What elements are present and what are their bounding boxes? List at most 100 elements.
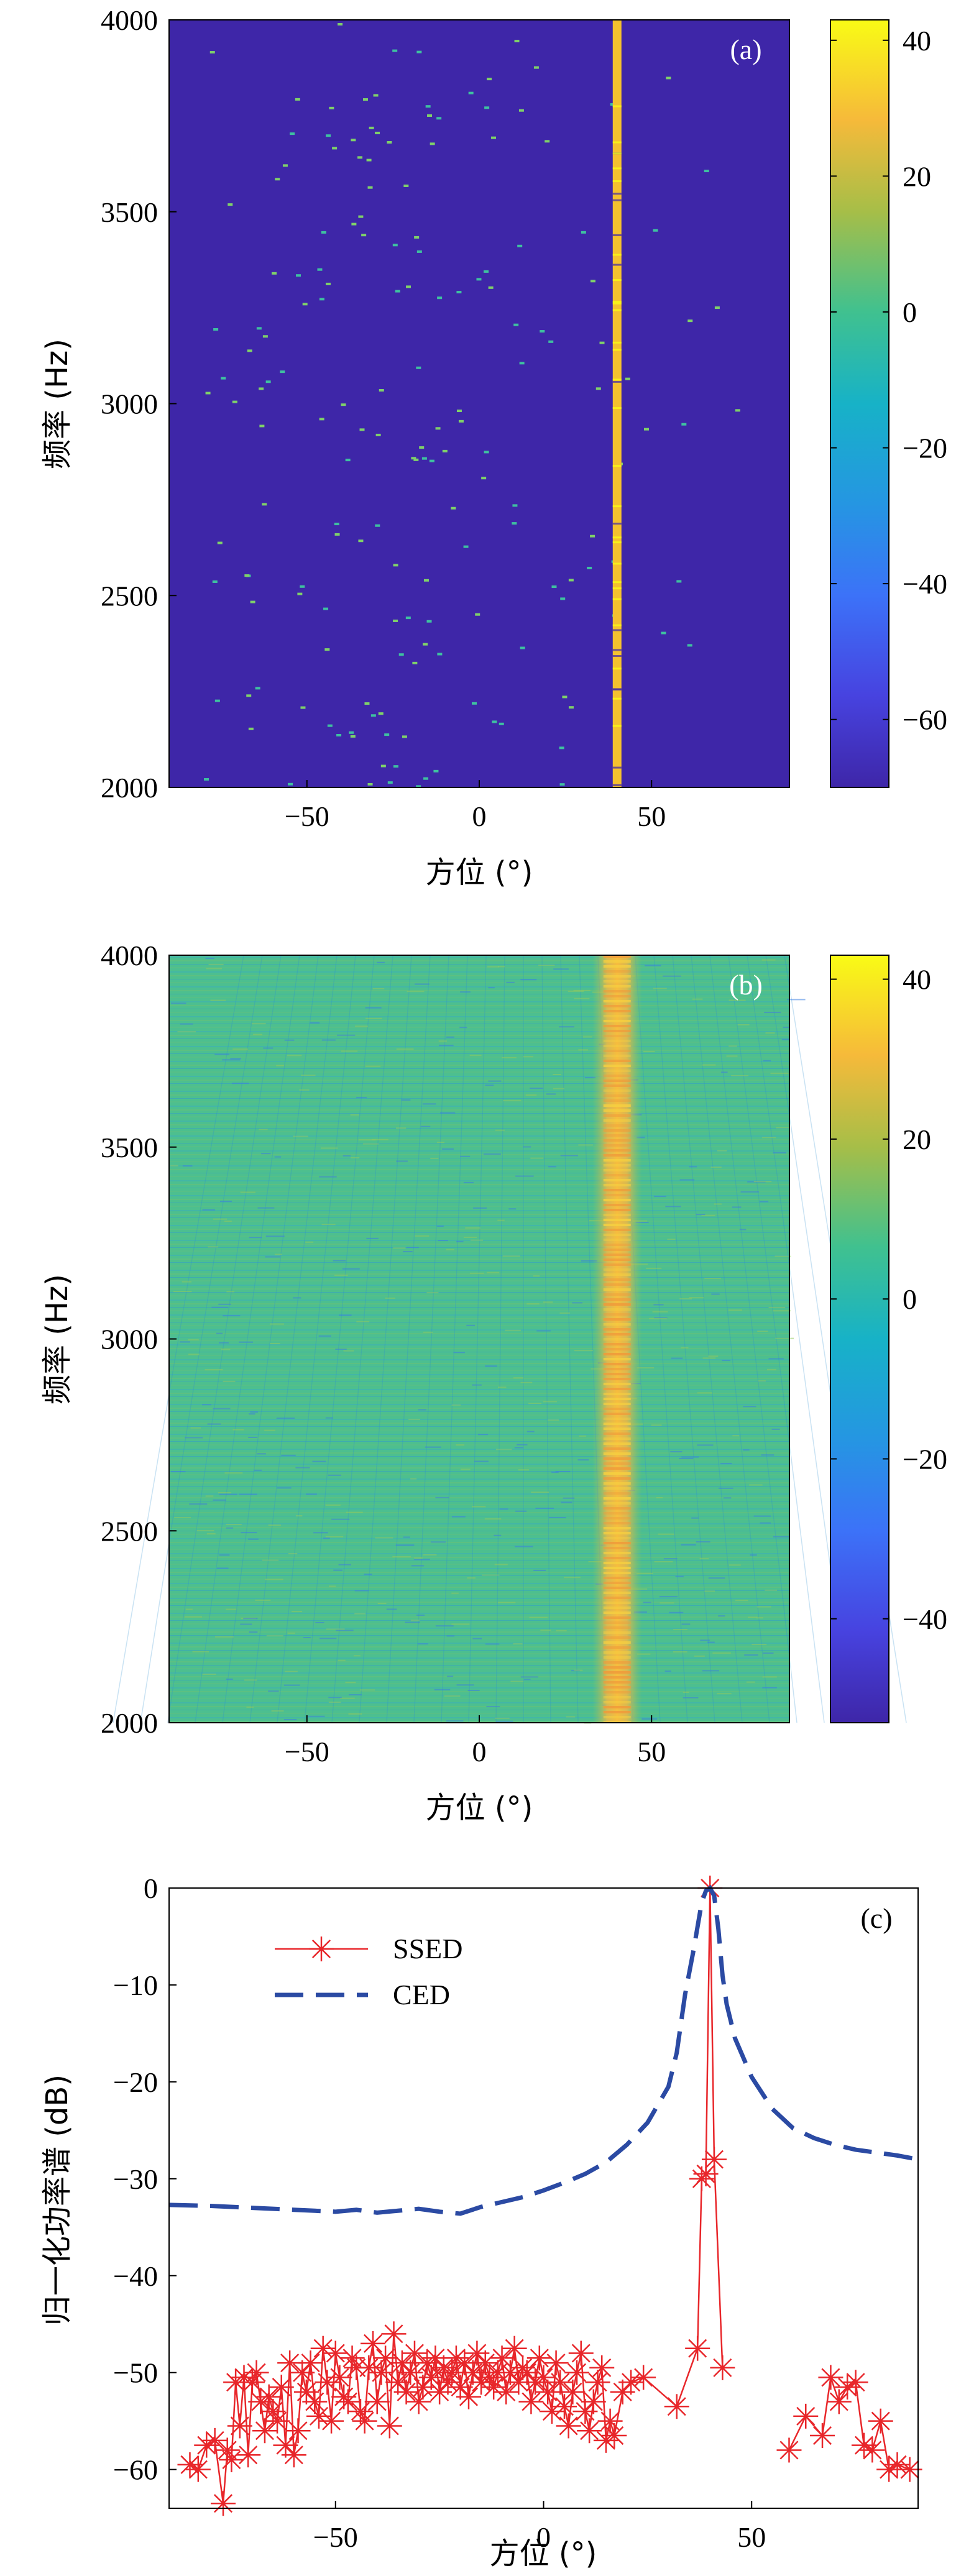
ssed-point (543, 2350, 569, 2376)
texture-speck (753, 1181, 772, 1183)
texture-speck (689, 1166, 697, 1168)
sparse-peak (520, 646, 525, 649)
texture-speck (435, 1497, 449, 1498)
texture-speck (523, 1146, 531, 1148)
texture-speck (679, 1298, 692, 1299)
texture-speck (223, 1315, 241, 1317)
source-band-stripe (603, 1716, 631, 1718)
source-band-stripe (603, 1010, 631, 1012)
texture-speck (244, 1679, 257, 1681)
texture-speck (740, 1191, 760, 1193)
texture-speck (226, 1527, 234, 1529)
texture-speck (551, 1472, 559, 1474)
texture-speck (208, 1246, 219, 1248)
texture-speck (230, 1058, 241, 1060)
source-band-stripe (603, 1000, 631, 1002)
texture-speck (312, 1460, 326, 1462)
texture-speck (408, 1418, 421, 1420)
ssed-point (701, 2147, 727, 2172)
sparse-peak (212, 580, 218, 583)
texture-speck (210, 999, 226, 1001)
texture-speck (762, 1676, 777, 1678)
sparse-peak (491, 136, 497, 139)
ssed-point (302, 2389, 328, 2414)
texture-line (277, 955, 356, 1723)
texture-speck (447, 1675, 454, 1677)
sparse-peak (323, 607, 329, 610)
texture-speck (414, 1557, 423, 1559)
sparse-peak (319, 418, 324, 421)
texture-speck (182, 1281, 192, 1283)
source-line-mark (612, 697, 622, 700)
sparse-peak (349, 731, 354, 734)
source-band-stripe (603, 1512, 631, 1515)
y-tick-label: −40 (113, 2260, 158, 2292)
sparse-peak (338, 23, 343, 26)
ssed-point (364, 2389, 390, 2414)
texture-speck (326, 1628, 345, 1630)
ssed-point (597, 2408, 623, 2434)
texture-speck (744, 1654, 758, 1656)
sparse-peak (484, 270, 489, 273)
y-tick-label: 0 (144, 1872, 158, 1904)
texture-speck (285, 1671, 298, 1672)
sparse-peak (416, 785, 421, 788)
ssed-point (285, 2418, 311, 2444)
source-band-stripe (603, 1104, 631, 1107)
texture-speck (547, 1419, 559, 1421)
texture-speck (366, 1237, 379, 1239)
sparse-peak (476, 278, 482, 281)
sparse-peak (425, 105, 431, 108)
y-tick-label: −60 (113, 2454, 158, 2486)
source-band-stripe (603, 1393, 631, 1395)
texture-speck (460, 1469, 471, 1470)
texture-speck (775, 1337, 794, 1339)
sparse-peak (405, 616, 411, 620)
texture-speck (758, 1380, 766, 1382)
source-band-stripe (603, 1547, 631, 1549)
texture-speck (259, 1129, 268, 1130)
texture-speck (494, 1534, 502, 1536)
ssed-point (502, 2335, 527, 2361)
ssed-point (897, 2457, 922, 2482)
texture-speck (498, 966, 505, 968)
texture-speck (681, 1623, 691, 1625)
sparse-peak (533, 66, 539, 69)
sparse-peak (625, 377, 630, 380)
sparse-peak (324, 648, 330, 651)
ssed-point (793, 2403, 819, 2429)
texture-speck (497, 1219, 505, 1221)
texture-speck (584, 1077, 596, 1079)
texture-speck (653, 1196, 666, 1198)
source-band-stripe (603, 1626, 631, 1629)
texture-speck (213, 1499, 226, 1501)
texture-speck (334, 1274, 348, 1276)
sparse-peak (375, 524, 380, 527)
texture-speck (456, 1684, 474, 1686)
source-line-mark (612, 523, 622, 525)
heatmap-b-background (169, 955, 789, 1723)
texture-speck (277, 1487, 292, 1489)
sparse-peak (487, 78, 492, 81)
source-band-stripe (603, 1428, 631, 1430)
texture-speck (751, 1644, 767, 1646)
texture-speck (372, 1139, 388, 1140)
ssed-point (381, 2321, 407, 2347)
sparse-peak (481, 477, 487, 480)
sparse-peak (548, 340, 554, 343)
texture-speck (170, 1002, 186, 1004)
ssed-point (293, 2379, 319, 2404)
texture-speck (494, 1564, 508, 1565)
texture-speck (438, 1240, 448, 1242)
colorbar-tick-label: 20 (903, 160, 931, 192)
texture-speck (422, 1103, 436, 1105)
texture-speck (261, 1153, 271, 1155)
source-band-stripe (603, 1065, 631, 1067)
texture-speck (505, 1329, 521, 1331)
ssed-point (610, 2379, 635, 2404)
texture-speck (553, 1088, 564, 1089)
texture-speck (438, 1040, 447, 1042)
ssed-point (810, 2423, 835, 2449)
heatmap-b-y-ticks: 2000 2500 3000 3500 4000 (101, 940, 177, 1739)
source-band-stripe (603, 1686, 631, 1689)
